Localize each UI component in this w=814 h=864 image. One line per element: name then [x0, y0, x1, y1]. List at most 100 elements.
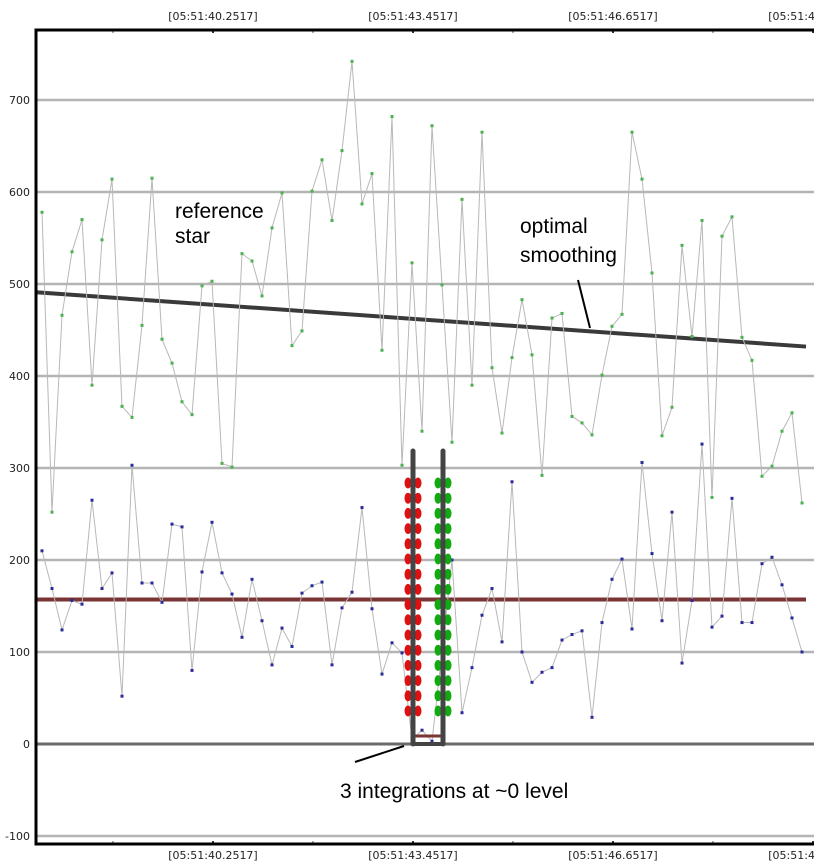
data-point — [520, 298, 524, 302]
y-tick-label-100: 100 — [9, 646, 30, 659]
data-point — [570, 414, 574, 418]
data-point — [120, 694, 124, 698]
data-point — [610, 577, 614, 581]
data-point — [230, 465, 234, 469]
integration-marker — [444, 629, 452, 641]
integration-marker — [434, 538, 442, 550]
plot-border — [34, 28, 814, 846]
data-point — [340, 606, 344, 610]
data-point — [550, 666, 554, 670]
integration-marker — [404, 690, 412, 702]
y-tick-label-600: 600 — [9, 186, 30, 199]
data-point — [410, 261, 414, 265]
data-point — [720, 234, 724, 238]
x-tick-label: [05:51:49.8517] — [768, 849, 814, 862]
integration-marker — [434, 629, 442, 641]
data-point — [40, 549, 44, 553]
data-point — [760, 474, 764, 478]
integration-marker — [404, 477, 412, 489]
data-point — [500, 431, 504, 435]
data-point — [180, 525, 184, 529]
data-point — [230, 592, 234, 596]
data-point — [330, 219, 334, 223]
data-point — [560, 311, 564, 315]
data-point — [460, 197, 464, 201]
integration-marker — [434, 492, 442, 504]
data-point — [740, 621, 744, 625]
integration-marker — [404, 492, 412, 504]
data-point — [390, 641, 394, 645]
plot-frame — [34, 28, 814, 846]
data-point — [440, 283, 444, 287]
integration-marker — [444, 675, 452, 687]
data-point — [110, 571, 114, 575]
data-point — [590, 715, 594, 719]
data-point — [670, 405, 674, 409]
data-point — [350, 59, 354, 63]
data-point — [260, 619, 264, 623]
data-point — [110, 177, 114, 181]
integration-marker — [434, 583, 442, 595]
data-point — [750, 358, 754, 362]
data-point — [90, 383, 94, 387]
integration-marker — [434, 659, 442, 671]
integration-marker — [444, 659, 452, 671]
integration-marker — [404, 675, 412, 687]
data-point — [400, 463, 404, 467]
data-point — [240, 635, 244, 639]
data-point — [550, 316, 554, 320]
data-point — [670, 510, 674, 514]
data-point — [800, 501, 804, 505]
data-point — [690, 598, 694, 602]
data-point — [720, 614, 724, 618]
integration-marker — [414, 690, 422, 702]
data-point — [350, 590, 354, 594]
data-point — [190, 668, 194, 672]
data-point — [60, 628, 64, 632]
x-tick-label: [05:51:40.2517] — [168, 10, 257, 23]
data-point — [510, 356, 514, 360]
data-point — [700, 219, 704, 223]
y-tick-label-400: 400 — [9, 370, 30, 383]
data-point — [430, 739, 434, 743]
data-point — [130, 463, 134, 467]
data-point — [200, 570, 204, 574]
data-point — [70, 598, 74, 602]
integration-marker — [444, 568, 452, 580]
data-point — [370, 172, 374, 176]
data-point — [300, 591, 304, 595]
zero-integration-markers — [404, 448, 452, 747]
data-point — [510, 480, 514, 484]
integration-marker — [434, 553, 442, 565]
integration-marker — [414, 583, 422, 595]
data-point — [470, 383, 474, 387]
data-point — [470, 666, 474, 670]
data-point — [740, 335, 744, 339]
data-point — [70, 250, 74, 254]
data-point — [290, 644, 294, 648]
data-point — [770, 464, 774, 468]
data-point — [540, 473, 544, 477]
data-point — [700, 442, 704, 446]
integration-marker — [404, 629, 412, 641]
data-point — [100, 238, 104, 242]
data-point — [170, 361, 174, 365]
y-axis-ticks: 700 600 500 400 300 200 100 0 -100 — [5, 94, 30, 843]
data-point — [620, 312, 624, 316]
x-tick-label: [05:51:40.2517] — [168, 849, 257, 862]
integration-marker — [404, 568, 412, 580]
data-point — [540, 670, 544, 674]
data-point — [260, 294, 264, 298]
data-point — [490, 366, 494, 370]
data-point — [140, 323, 144, 327]
data-point — [400, 651, 404, 655]
x-tick-label: [05:51:46.6517] — [568, 849, 657, 862]
data-point — [370, 607, 374, 611]
data-point — [780, 429, 784, 433]
data-point — [710, 625, 714, 629]
integration-marker — [414, 477, 422, 489]
data-point — [280, 191, 284, 195]
data-point — [100, 587, 104, 591]
integration-marker — [414, 705, 422, 717]
integration-marker — [414, 568, 422, 580]
